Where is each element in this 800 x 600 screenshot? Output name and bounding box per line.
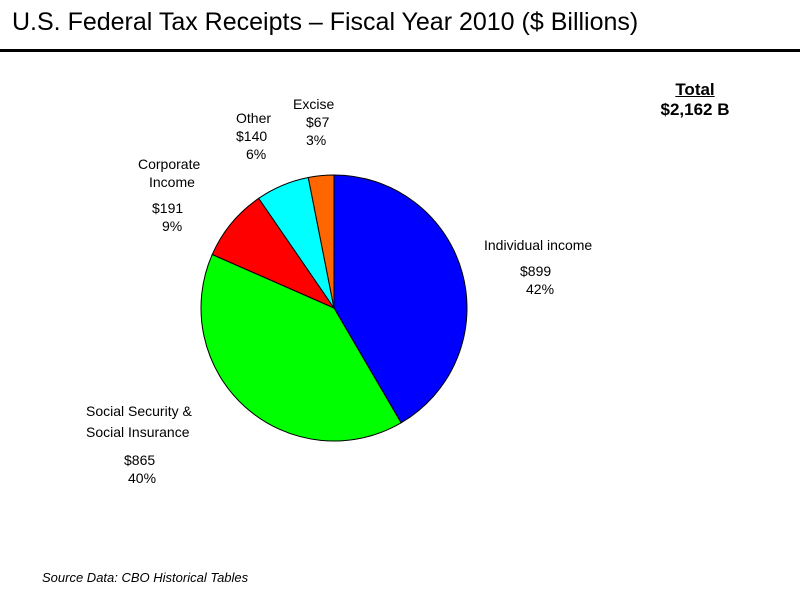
total-label: Total (675, 80, 715, 99)
title-divider (0, 49, 800, 52)
total-value: $2,162 B (660, 100, 730, 119)
pie-slice-individual-income (333, 174, 468, 424)
label-social-security: Social Security & Social Insurance $865 … (86, 403, 192, 486)
pie-slice-social-security-social-insurance (200, 253, 402, 442)
pie-slice-excise (307, 174, 335, 309)
label-corporate-income: Corporate Income $191 9% (138, 156, 201, 234)
label-excise: Excise $67 3% (293, 96, 335, 148)
label-individual-income: Individual income $899 42% (484, 237, 593, 297)
total-box: Total $2,162 B (640, 80, 750, 120)
source-note: Source Data: CBO Historical Tables (42, 570, 249, 585)
chart-title: U.S. Federal Tax Receipts – Fiscal Year … (12, 8, 639, 36)
label-other: Other $140 6% (236, 110, 272, 162)
